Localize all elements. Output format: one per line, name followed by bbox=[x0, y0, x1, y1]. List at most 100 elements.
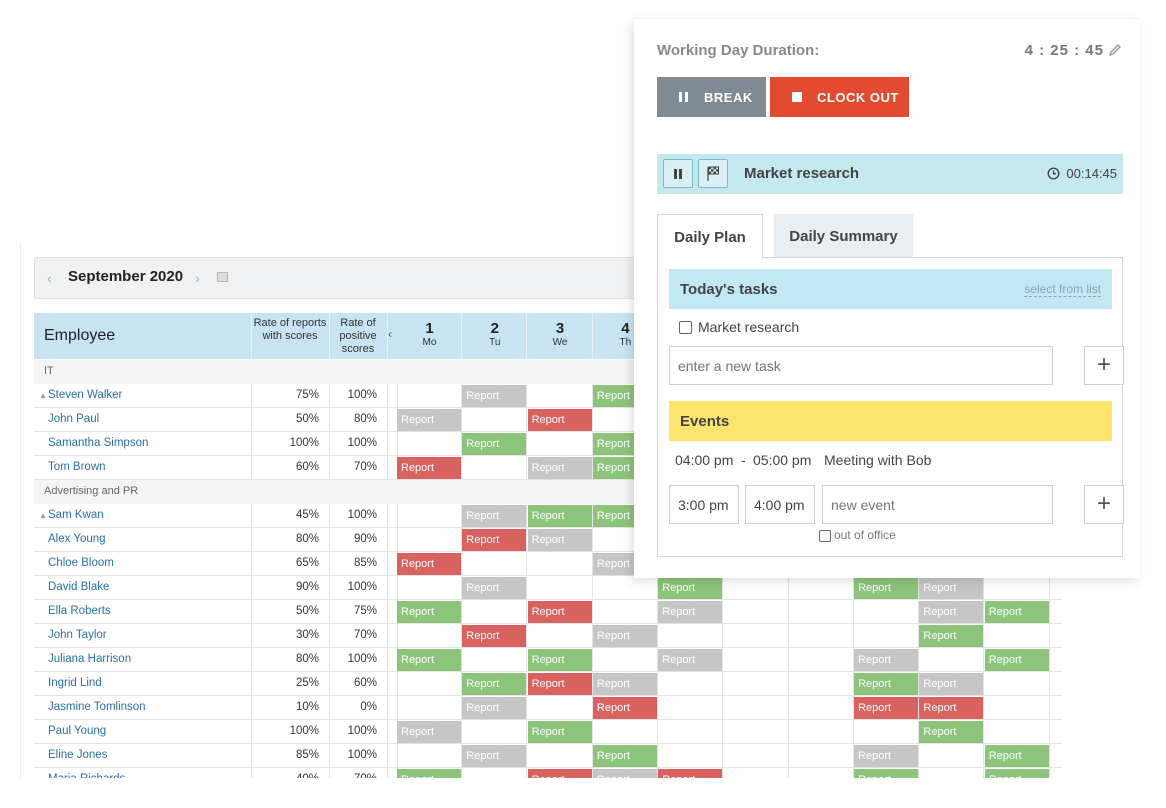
report-cell[interactable]: Report bbox=[462, 625, 527, 647]
employee-name[interactable]: Sam Kwan bbox=[48, 509, 104, 521]
report-cell[interactable]: Report bbox=[854, 673, 919, 695]
todays-tasks-title: Today's tasks bbox=[680, 281, 778, 298]
report-cell[interactable]: Report bbox=[854, 769, 919, 778]
report-cell[interactable]: Report bbox=[397, 601, 461, 623]
employee-name[interactable]: Tom Brown bbox=[48, 461, 106, 473]
employee-name[interactable]: Jasmine Tomlinson bbox=[48, 701, 146, 713]
next-month-icon[interactable]: › bbox=[195, 270, 200, 286]
employee-name[interactable]: Steven Walker bbox=[48, 389, 123, 401]
report-cell[interactable]: Report bbox=[462, 433, 527, 455]
report-cell[interactable]: Report bbox=[592, 745, 657, 767]
break-button[interactable]: BREAK bbox=[657, 77, 766, 117]
report-cell[interactable]: Report bbox=[397, 721, 461, 743]
pencil-icon[interactable] bbox=[1108, 43, 1122, 57]
new-event-end-input[interactable] bbox=[745, 485, 815, 524]
rate-scores-value: 85% bbox=[295, 749, 319, 761]
report-cell[interactable]: Report bbox=[919, 601, 984, 623]
report-cell[interactable]: Report bbox=[658, 769, 723, 778]
report-cell[interactable]: Report bbox=[527, 721, 592, 743]
employee-name[interactable]: Ingrid Lind bbox=[48, 677, 102, 689]
pause-task-button[interactable] bbox=[663, 159, 693, 188]
report-cell[interactable]: Report bbox=[592, 673, 657, 695]
report-cell[interactable]: Report bbox=[462, 529, 527, 551]
report-cell[interactable]: Report bbox=[527, 769, 592, 778]
report-cell[interactable]: Report bbox=[592, 769, 657, 778]
rate-positive-value: 60% bbox=[353, 677, 377, 689]
report-cell[interactable]: Report bbox=[527, 457, 592, 479]
report-cell[interactable]: Report bbox=[919, 721, 984, 743]
report-cell[interactable]: Report bbox=[462, 577, 527, 599]
report-cell[interactable]: Report bbox=[397, 553, 461, 575]
report-cell[interactable]: Report bbox=[397, 409, 461, 431]
add-task-button[interactable]: + bbox=[1084, 346, 1124, 385]
report-cell[interactable]: Report bbox=[462, 745, 527, 767]
header-day[interactable]: 4 Th bbox=[593, 321, 658, 349]
report-cell[interactable]: Report bbox=[462, 505, 527, 527]
employee-name[interactable]: Eline Jones bbox=[48, 749, 108, 761]
employee-name[interactable]: Juliana Harrison bbox=[48, 653, 132, 665]
report-cell[interactable]: Report bbox=[919, 625, 984, 647]
task-checkbox[interactable] bbox=[679, 321, 692, 334]
report-cell[interactable]: Report bbox=[462, 385, 527, 407]
report-cell[interactable]: Report bbox=[527, 673, 592, 695]
report-cell[interactable]: Report bbox=[527, 649, 592, 671]
report-cell[interactable]: Report bbox=[527, 505, 592, 527]
header-day[interactable]: 2 Tu bbox=[462, 321, 527, 349]
report-cell[interactable]: Report bbox=[527, 601, 592, 623]
report-cell[interactable]: Report bbox=[397, 457, 461, 479]
calendar-icon[interactable] bbox=[217, 272, 228, 282]
report-cell[interactable]: Report bbox=[658, 649, 723, 671]
new-event-input[interactable] bbox=[822, 485, 1053, 524]
employee-name[interactable]: John Paul bbox=[48, 413, 100, 425]
report-cell[interactable]: Report bbox=[397, 649, 461, 671]
report-cell[interactable]: Report bbox=[919, 673, 984, 695]
report-cell[interactable]: Report bbox=[984, 601, 1049, 623]
header-day[interactable]: 1 Mo bbox=[397, 321, 462, 349]
report-cell[interactable]: Report bbox=[919, 697, 984, 719]
tab-daily-plan[interactable]: Daily Plan bbox=[657, 214, 763, 259]
report-cell[interactable]: Report bbox=[462, 673, 527, 695]
report-cell[interactable]: Report bbox=[854, 745, 919, 767]
report-cell[interactable]: Report bbox=[592, 625, 657, 647]
report-cell[interactable]: Report bbox=[984, 745, 1049, 767]
select-from-list-link[interactable]: select from list bbox=[1024, 282, 1101, 297]
rate-positive-value: 100% bbox=[347, 437, 377, 449]
employee-name[interactable]: John Taylor bbox=[48, 629, 107, 641]
report-cell[interactable]: Report bbox=[854, 697, 919, 719]
header-rate-positive[interactable]: Rate of positive scores bbox=[339, 317, 377, 355]
header-day[interactable]: 3 We bbox=[528, 321, 593, 349]
employee-name[interactable]: Chloe Bloom bbox=[48, 557, 114, 569]
employee-name[interactable]: David Blake bbox=[48, 581, 110, 593]
collapse-columns-icon[interactable]: ‹ bbox=[388, 327, 392, 341]
tab-daily-summary[interactable]: Daily Summary bbox=[774, 214, 913, 258]
report-cell[interactable]: Report bbox=[527, 409, 592, 431]
employee-name[interactable]: Maria Richards bbox=[48, 773, 125, 778]
report-cell[interactable]: Report bbox=[658, 577, 723, 599]
employee-name[interactable]: Samantha Simpson bbox=[48, 437, 149, 449]
employee-name[interactable]: Ella Roberts bbox=[48, 605, 111, 617]
new-task-input[interactable] bbox=[669, 346, 1053, 385]
report-cell[interactable]: Report bbox=[658, 601, 723, 623]
report-cell[interactable]: Report bbox=[919, 577, 984, 599]
report-cell[interactable]: Report bbox=[462, 697, 527, 719]
event-title[interactable]: Meeting with Bob bbox=[824, 452, 932, 468]
report-cell[interactable]: Report bbox=[854, 577, 919, 599]
finish-task-button[interactable] bbox=[698, 159, 728, 188]
report-cell[interactable]: Report bbox=[854, 649, 919, 671]
out-of-office-checkbox[interactable] bbox=[819, 530, 831, 542]
header-rate-scores[interactable]: Rate of reports with scores bbox=[253, 317, 327, 342]
report-cell[interactable]: Report bbox=[397, 769, 461, 778]
employee-name[interactable]: Alex Young bbox=[48, 533, 106, 545]
clock-out-button[interactable]: CLOCK OUT bbox=[770, 77, 909, 117]
report-cell[interactable]: Report bbox=[984, 769, 1049, 778]
new-event-start-input[interactable] bbox=[669, 485, 739, 524]
report-cell[interactable]: Report bbox=[527, 529, 592, 551]
stop-icon bbox=[792, 92, 802, 102]
header-employee[interactable]: Employee bbox=[44, 327, 116, 344]
prev-month-icon[interactable]: ‹ bbox=[47, 270, 52, 286]
report-cell[interactable]: Report bbox=[984, 649, 1049, 671]
employee-name[interactable]: Paul Young bbox=[48, 725, 107, 737]
add-event-button[interactable]: + bbox=[1084, 485, 1124, 524]
rate-scores-value: 60% bbox=[295, 461, 319, 473]
report-cell[interactable]: Report bbox=[592, 697, 657, 719]
